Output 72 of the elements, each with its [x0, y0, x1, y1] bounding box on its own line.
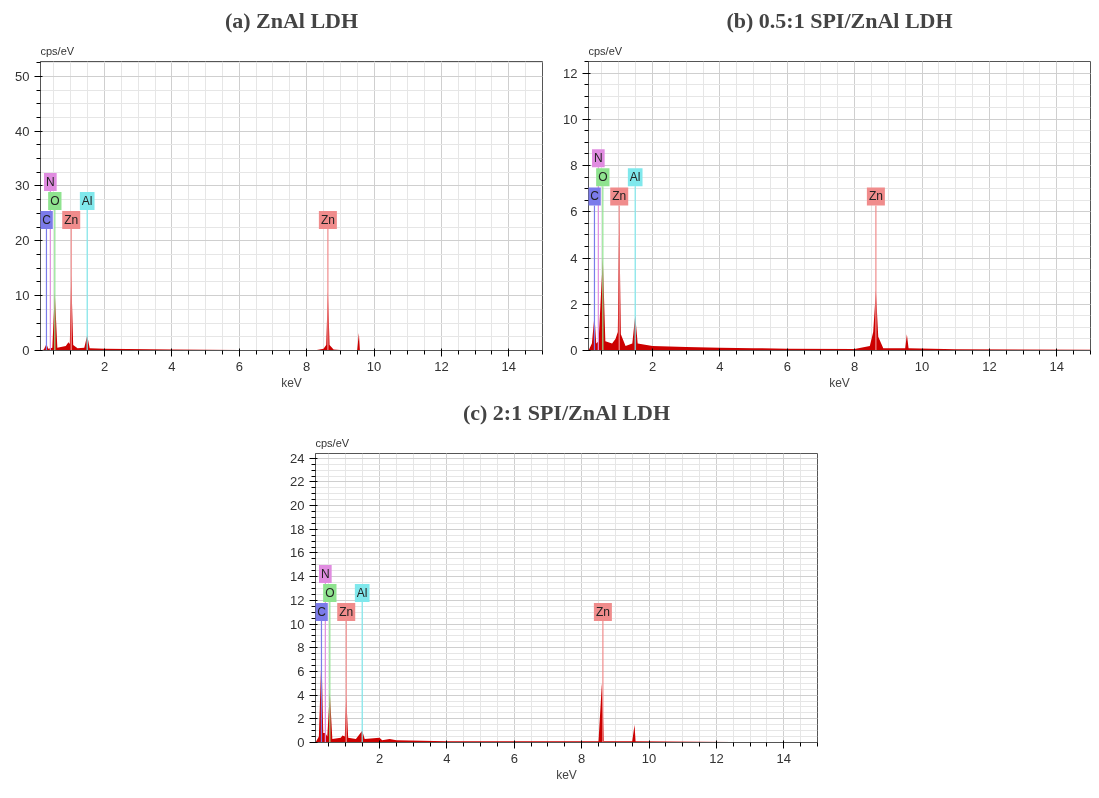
y-tick-label: 24	[290, 450, 305, 466]
x-tick-label: 12	[709, 750, 724, 766]
ref-line-label: O	[598, 170, 608, 185]
ref-line-label: Zn	[595, 605, 610, 620]
y-tick-label: 14	[290, 569, 305, 585]
ref-line-label: Zn	[339, 605, 354, 620]
ref-line-label: Zn	[612, 189, 627, 204]
ref-line-label: N	[321, 566, 330, 581]
y-axis-title: cps/eV	[588, 44, 623, 57]
y-tick-label: 6	[297, 663, 305, 679]
y-tick-label: 2	[297, 711, 305, 727]
x-tick-label: 10	[641, 750, 657, 766]
y-tick-label: 0	[570, 343, 578, 358]
ref-line-label: N	[594, 151, 603, 166]
y-tick-label: 4	[570, 250, 578, 266]
ref-line-label: O	[50, 194, 60, 209]
x-tick-label: 12	[982, 358, 997, 374]
x-tick-label: 10	[366, 358, 382, 374]
y-tick-label: 12	[290, 592, 305, 608]
y-tick-label: 8	[297, 640, 305, 656]
y-tick-label: 6	[570, 204, 578, 220]
y-tick-label: 4	[297, 687, 305, 703]
x-tick-label: 14	[501, 358, 517, 374]
x-tick-label: 6	[783, 358, 791, 374]
y-tick-label: 12	[563, 65, 578, 81]
y-tick-label: 2	[570, 296, 578, 312]
y-tick-label: 0	[297, 735, 305, 750]
y-tick-label: 10	[290, 616, 305, 632]
y-tick-label: 22	[290, 474, 305, 490]
ref-line-label: C	[42, 213, 52, 228]
y-axis-title: cps/eV	[40, 44, 75, 57]
x-tick-label: 6	[235, 358, 243, 374]
ref-line-label: Al	[629, 170, 641, 185]
x-tick-label: 6	[510, 750, 518, 766]
ref-line-label: Al	[356, 586, 368, 601]
x-tick-label: 8	[851, 358, 859, 374]
x-tick-label: 4	[716, 358, 724, 374]
ref-line-label: C	[590, 189, 600, 204]
ref-line-label: C	[317, 605, 327, 620]
x-tick-label: 12	[434, 358, 449, 374]
y-tick-label: 8	[570, 158, 578, 174]
chart-title: (b) 0.5:1 SPI/ZnAl LDH	[726, 7, 953, 33]
y-tick-label: 20	[290, 498, 305, 514]
y-tick-label: 0	[22, 343, 30, 358]
x-tick-label: 4	[168, 358, 176, 374]
x-tick-label: 14	[1049, 358, 1065, 374]
x-tick-label: 2	[100, 358, 109, 374]
ref-line-label: Zn	[868, 189, 883, 204]
ref-line-label: O	[325, 586, 335, 601]
x-tick-label: 14	[776, 750, 792, 766]
ref-line-label: Zn	[320, 213, 335, 228]
y-tick-label: 10	[15, 288, 30, 304]
y-axis-title: cps/eV	[315, 436, 350, 449]
y-tick-label: 30	[15, 178, 30, 194]
x-tick-label: 2	[648, 358, 657, 374]
y-tick-label: 50	[15, 68, 30, 84]
x-tick-label: 4	[443, 750, 451, 766]
y-tick-label: 18	[290, 521, 305, 537]
chart-title: (c) 2:1 SPI/ZnAl LDH	[462, 399, 671, 425]
chart-title: (a) ZnAl LDH	[224, 7, 359, 33]
y-tick-label: 10	[563, 111, 578, 127]
x-axis-title: keV	[281, 375, 302, 390]
ref-line-label: Al	[81, 194, 93, 209]
y-tick-label: 40	[15, 123, 30, 139]
x-axis-title: keV	[829, 375, 850, 390]
y-tick-label: 16	[290, 545, 305, 561]
ref-line-label: N	[46, 174, 55, 189]
x-axis-title: keV	[556, 767, 577, 782]
x-tick-label: 2	[375, 750, 384, 766]
ref-line-label: Zn	[64, 213, 79, 228]
y-tick-label: 20	[15, 233, 30, 249]
x-tick-label: 10	[914, 358, 930, 374]
